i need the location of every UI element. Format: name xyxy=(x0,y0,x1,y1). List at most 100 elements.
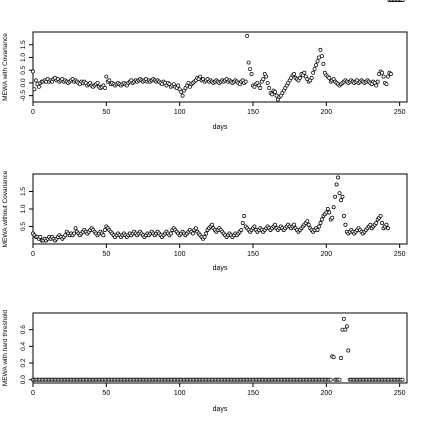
data-point xyxy=(302,70,307,75)
panel-3-points xyxy=(31,316,405,382)
y-axis-label: MEWA with hard threshold xyxy=(2,309,9,386)
data-point xyxy=(101,233,106,238)
x-tick-label: 250 xyxy=(394,109,406,116)
panel-3-tick-labels: 0 50 100 150 200 250 0.0 0.2 0.4 0.6 xyxy=(20,325,406,397)
data-point xyxy=(385,74,390,79)
data-point xyxy=(297,75,302,80)
x-tick-label: 50 xyxy=(102,390,110,397)
data-point xyxy=(328,377,333,382)
y-tick-label: 1.0 xyxy=(20,204,27,213)
data-point xyxy=(400,0,405,2)
data-point xyxy=(343,222,348,227)
data-point xyxy=(264,74,269,79)
data-point xyxy=(321,61,326,66)
data-point xyxy=(317,224,321,229)
y-tick-label: 1.0 xyxy=(20,53,27,62)
x-axis-label: days xyxy=(213,406,228,413)
data-point xyxy=(374,221,379,225)
data-point xyxy=(340,194,345,199)
data-point xyxy=(209,222,214,227)
data-point xyxy=(327,210,332,215)
x-tick-label: 0 xyxy=(31,109,35,116)
data-point xyxy=(33,78,38,83)
data-point xyxy=(346,348,351,353)
data-point xyxy=(319,217,324,222)
data-point xyxy=(239,228,244,232)
data-point xyxy=(325,207,330,211)
data-point xyxy=(337,377,342,382)
x-tick-label: 100 xyxy=(174,251,186,258)
y-tick-label: 1.5 xyxy=(20,40,27,49)
x-tick-label: 250 xyxy=(394,251,406,258)
y-tick-label: 0.4 xyxy=(20,341,27,350)
x-tick-label: 50 xyxy=(102,109,110,116)
data-point xyxy=(292,72,297,76)
data-point xyxy=(265,80,270,85)
x-tick-label: 0 xyxy=(31,390,35,397)
data-point xyxy=(292,222,297,227)
plot-frame xyxy=(32,312,408,384)
data-point xyxy=(330,215,335,220)
data-point xyxy=(267,86,272,90)
data-point xyxy=(180,93,185,98)
y-tick-label: 0.5 xyxy=(20,222,27,231)
data-point xyxy=(400,377,405,382)
x-tick-label: 200 xyxy=(320,251,332,258)
y-tick-label: 0.6 xyxy=(20,325,27,334)
data-point xyxy=(273,89,277,94)
y-axis-label: MEWA without Covariance xyxy=(2,170,9,247)
data-point xyxy=(339,198,343,203)
data-point xyxy=(107,78,112,83)
data-point xyxy=(384,222,389,227)
data-point xyxy=(73,226,78,231)
y-tick-label: 1.5 xyxy=(20,187,27,196)
data-point xyxy=(309,75,314,80)
x-tick-label: 200 xyxy=(320,109,332,116)
data-point xyxy=(344,324,349,329)
panel-2-points xyxy=(31,0,405,243)
data-point xyxy=(258,86,263,90)
data-point xyxy=(248,66,253,71)
data-point xyxy=(385,226,390,231)
data-point xyxy=(339,356,343,360)
data-point xyxy=(306,222,311,227)
x-tick-label: 50 xyxy=(102,251,110,258)
data-point xyxy=(305,219,310,224)
data-point xyxy=(341,316,346,321)
data-point xyxy=(104,74,109,79)
data-point xyxy=(31,69,35,74)
data-point xyxy=(368,222,373,227)
data-point xyxy=(242,214,247,218)
data-point xyxy=(312,66,317,71)
data-point xyxy=(261,77,266,82)
data-point xyxy=(240,221,245,225)
data-point xyxy=(63,233,68,238)
data-point xyxy=(176,83,181,88)
x-tick-label: 150 xyxy=(247,390,259,397)
data-point xyxy=(381,74,386,79)
data-point xyxy=(378,214,383,218)
data-point xyxy=(315,59,320,64)
x-tick-label: 200 xyxy=(320,390,332,397)
data-point xyxy=(249,72,254,76)
x-tick-label: 100 xyxy=(174,109,186,116)
data-point xyxy=(336,175,341,180)
data-point xyxy=(95,80,100,85)
data-point xyxy=(202,235,207,239)
data-point xyxy=(331,355,336,360)
y-tick-label: 0.0 xyxy=(20,375,27,384)
data-point xyxy=(246,60,251,65)
y-tick-label: 0.2 xyxy=(20,358,27,367)
x-tick-label: 250 xyxy=(394,390,406,397)
data-point xyxy=(243,79,248,84)
x-axis-label: days xyxy=(213,265,228,272)
data-point xyxy=(337,191,342,196)
data-point xyxy=(198,74,203,79)
y-tick-label: 0.0 xyxy=(20,78,27,87)
data-point xyxy=(319,54,324,59)
data-point xyxy=(102,228,107,232)
x-axis-label: days xyxy=(213,124,228,131)
data-point xyxy=(318,47,323,52)
data-point xyxy=(252,224,257,229)
data-point xyxy=(343,327,348,332)
